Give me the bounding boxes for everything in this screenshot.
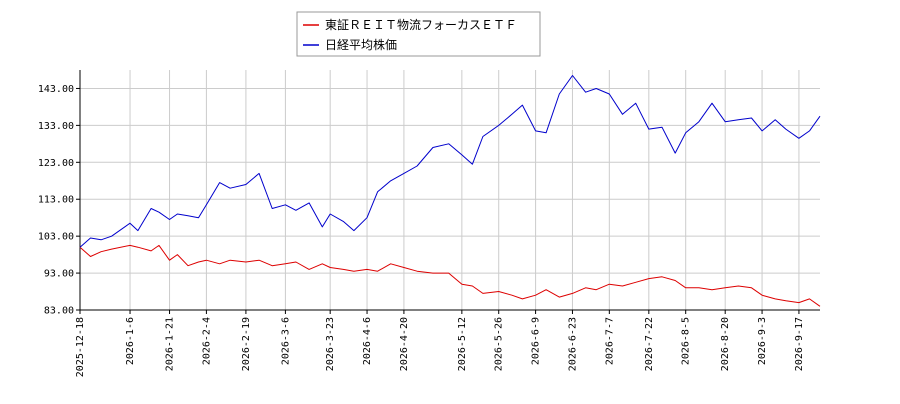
x-tick-label: 2026-7-22: [644, 317, 655, 371]
x-tick-label: 2026-1-6: [125, 317, 136, 365]
x-tick-label: 2026-8-5: [681, 317, 692, 365]
legend: 東証ＲＥＩＴ物流フォーカスＥＴＦ 日経平均株価: [297, 12, 540, 56]
x-axis: 2025-12-18 2026-1-6 2026-1-21 2026-2-4 2026-…: [75, 310, 805, 377]
y-tick-label: 113.00: [38, 195, 74, 206]
x-tick-label: 2026-6-9: [531, 317, 542, 365]
x-tick-label: 2026-8-20: [720, 317, 731, 371]
x-tick-label: 2026-3-23: [325, 317, 336, 371]
y-tick-label: 93.00: [44, 269, 74, 280]
x-tick-label: 2026-9-17: [794, 317, 805, 371]
legend-label-series-0: 東証ＲＥＩＴ物流フォーカスＥＴＦ: [325, 18, 517, 32]
y-axis: 83.00 93.00 103.00 113.00 123.00 133.00 143.00: [38, 84, 80, 317]
y-tick-label: 123.00: [38, 158, 74, 169]
x-tick-label: 2026-2-19: [241, 317, 252, 371]
series-layer: [80, 76, 820, 307]
x-tick-label: 2026-4-20: [399, 317, 410, 371]
x-tick-label: 2026-6-23: [567, 317, 578, 371]
x-tick-label: 2025-12-18: [75, 317, 86, 377]
x-tick-label: 2026-2-4: [201, 317, 212, 365]
y-tick-label: 103.00: [38, 232, 74, 243]
x-tick-label: 2026-9-3: [757, 317, 768, 365]
series-line-0: [80, 245, 820, 306]
y-tick-label: 133.00: [38, 121, 74, 132]
legend-label-series-1: 日経平均株価: [325, 37, 397, 52]
series-line-1: [80, 76, 820, 248]
x-tick-label: 2026-3-6: [280, 317, 291, 365]
x-tick-label: 2026-5-12: [457, 317, 468, 371]
x-tick-label: 2026-7-7: [604, 317, 615, 365]
x-tick-label: 2026-5-26: [494, 317, 505, 371]
x-tick-label: 2026-4-6: [362, 317, 373, 365]
y-tick-label: 83.00: [44, 306, 74, 317]
x-tick-label: 2026-1-21: [165, 317, 176, 371]
y-tick-label: 143.00: [38, 84, 74, 95]
